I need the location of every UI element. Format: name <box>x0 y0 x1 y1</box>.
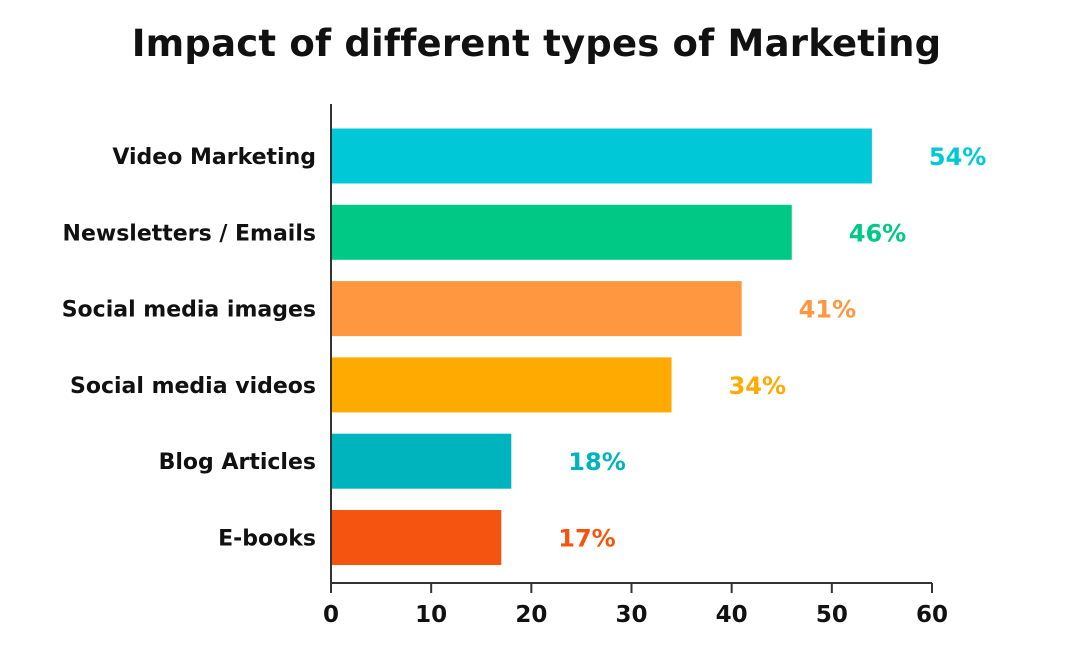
tick-label: 40 <box>716 602 748 628</box>
data-label: 54% <box>929 143 986 171</box>
tick-label: 30 <box>615 602 647 628</box>
bar <box>331 128 872 184</box>
tick-label: 50 <box>816 602 848 628</box>
category-label: Blog Articles <box>159 450 316 475</box>
tick-label: 20 <box>515 602 547 628</box>
tick-label: 0 <box>323 602 339 628</box>
x-axis-ticks: 0 10 20 30 40 50 60 <box>323 583 948 628</box>
data-labels: 54% 46% 41% 34% 18% 17% <box>558 143 986 553</box>
category-label: E-books <box>218 527 316 552</box>
chart-title: Impact of different types of Marketing <box>131 22 942 65</box>
tick-label: 60 <box>916 602 948 628</box>
data-label: 46% <box>849 219 906 247</box>
data-label: 17% <box>558 525 615 553</box>
category-label: Newsletters / Emails <box>63 221 316 246</box>
bar <box>331 204 792 260</box>
bar <box>331 357 672 413</box>
data-label: 41% <box>799 296 856 324</box>
category-label: Video Marketing <box>112 145 316 170</box>
category-labels: Video Marketing Newsletters / Emails Socia… <box>62 145 316 552</box>
bar <box>331 510 502 565</box>
tick-label: 10 <box>415 602 447 628</box>
data-label: 34% <box>729 372 786 400</box>
bar <box>331 281 742 337</box>
category-label: Social media images <box>62 298 316 323</box>
category-label: Social media videos <box>70 374 316 399</box>
data-label: 18% <box>568 448 625 476</box>
bars-group <box>331 128 872 565</box>
bar <box>331 433 512 489</box>
